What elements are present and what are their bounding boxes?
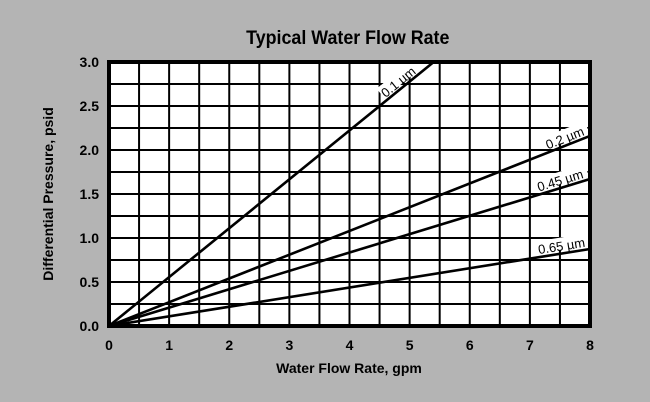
x-tick-label: 3 xyxy=(285,337,293,353)
x-tick-label: 2 xyxy=(225,337,233,353)
series-label-background xyxy=(534,163,589,191)
x-tick-label: 8 xyxy=(586,337,594,353)
x-tick-label: 6 xyxy=(466,337,474,353)
plot-border xyxy=(107,60,592,328)
y-tick-label: 2.0 xyxy=(80,142,100,158)
series-label-background xyxy=(535,233,591,254)
x-tick-label: 0 xyxy=(105,337,113,353)
y-axis-ticks: 0.0 0.5 1.0 1.5 2.0 2.5 3.0 xyxy=(80,54,100,334)
series-line-01 xyxy=(108,60,435,328)
chart-title: Typical Water Flow Rate xyxy=(246,26,449,48)
x-tick-label: 4 xyxy=(346,337,354,353)
y-tick-label: 2.5 xyxy=(80,98,100,114)
series-line-065 xyxy=(108,247,591,328)
x-axis-ticks: 0 1 2 3 4 5 6 7 8 xyxy=(105,337,594,353)
series-label-background xyxy=(376,59,420,98)
x-tick-label: 5 xyxy=(406,337,414,353)
y-tick-label: 3.0 xyxy=(80,54,100,70)
series-line-02 xyxy=(108,134,591,328)
series-line-045 xyxy=(108,177,591,328)
x-tick-label: 7 xyxy=(526,337,534,353)
y-axis-label: Differential Pressure, psid xyxy=(40,107,56,281)
y-tick-label: 1.5 xyxy=(80,186,100,202)
series-label-background xyxy=(542,121,590,149)
series-label: 0.65 µm xyxy=(537,235,586,257)
y-tick-label: 1.0 xyxy=(80,230,100,246)
y-tick-label: 0.5 xyxy=(80,274,100,290)
x-tick-label: 1 xyxy=(165,337,173,353)
y-tick-label: 0.0 xyxy=(80,318,100,334)
x-axis-label: Water Flow Rate, gpm xyxy=(276,360,422,376)
plot-area: 0.1 µm0.2 µm0.45 µm0.65 µm xyxy=(107,59,592,328)
